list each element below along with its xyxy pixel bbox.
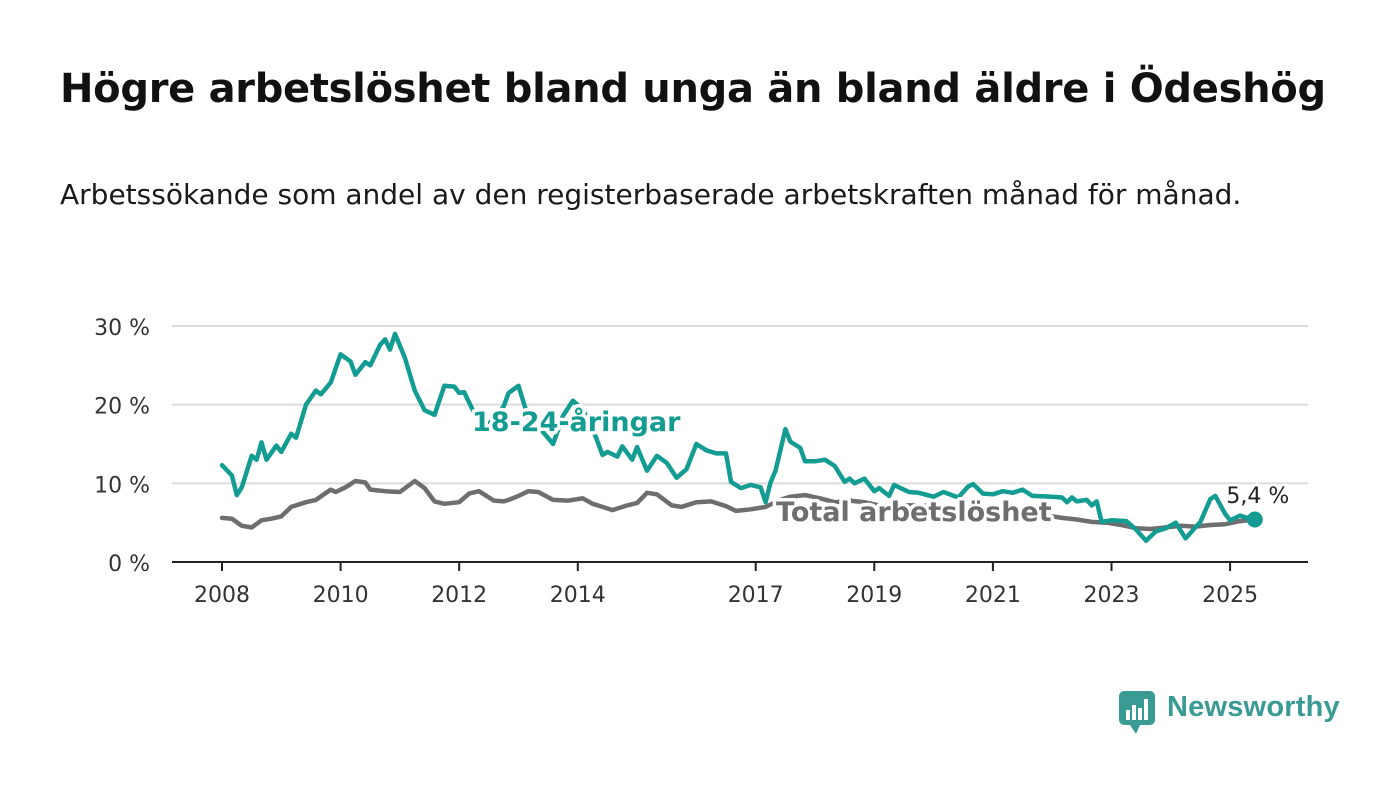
newsworthy-logo-icon [1119,691,1155,734]
y-tick-label: 20 % [94,395,150,420]
x-tick-label: 2010 [313,583,369,608]
end-value-label: 5,4 % [1226,484,1289,509]
brand-name: Newsworthy [1167,691,1340,723]
x-tick-label: 2014 [550,583,606,608]
x-tick-label: 2021 [965,583,1021,608]
series-line-total [219,478,1258,532]
end-point-marker [1246,511,1263,528]
chart-title: Högre arbetslöshet bland unga än bland ä… [60,66,1326,112]
x-tick-label: 2017 [728,583,784,608]
series-label-total: Total arbetslöshet [776,497,1052,528]
x-tick-label: 2023 [1084,583,1140,608]
chart-subtitle: Arbetssökande som andel av den registerb… [60,178,1242,211]
y-tick-label: 30 % [94,316,150,341]
x-tick-label: 2012 [431,583,487,608]
y-tick-label: 10 % [94,473,150,498]
series-label-18-24: 18-24-åringar [472,406,681,438]
x-tick-label: 2025 [1202,583,1258,608]
y-tick-label: 0 % [108,552,150,577]
x-tick-label: 2008 [194,583,250,608]
series-line-18-24 [219,331,1258,544]
x-tick-label: 2019 [846,583,902,608]
